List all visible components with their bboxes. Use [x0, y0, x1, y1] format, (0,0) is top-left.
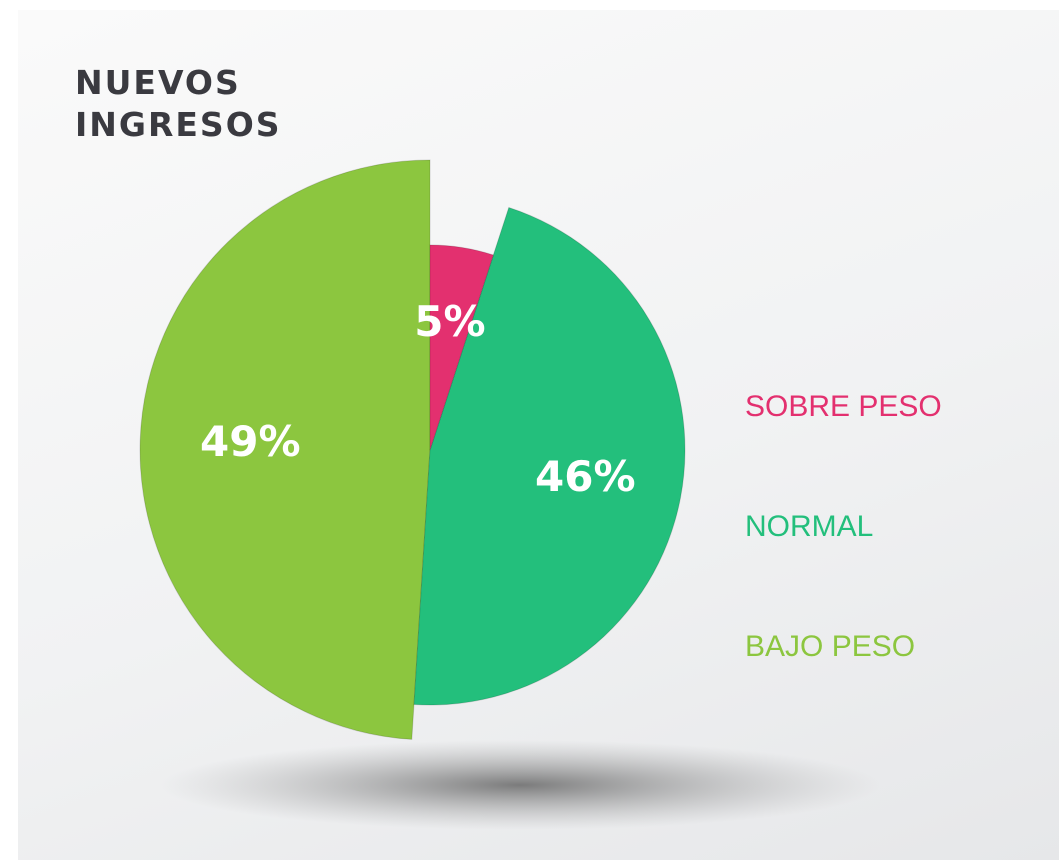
pie-slice: [139, 159, 431, 740]
pie-slice: [413, 206, 686, 706]
value-label: 46%: [535, 452, 636, 501]
chart-title: NUEVOS INGRESOS: [75, 63, 282, 144]
legend-label: NORMAL: [745, 510, 873, 543]
legend-label: SOBRE PESO: [745, 390, 942, 423]
pie-slice: [429, 244, 494, 451]
value-label: 5%: [414, 297, 485, 346]
legend-label: BAJO PESO: [745, 630, 915, 663]
value-label: 49%: [200, 417, 301, 466]
shadow: [160, 740, 880, 830]
